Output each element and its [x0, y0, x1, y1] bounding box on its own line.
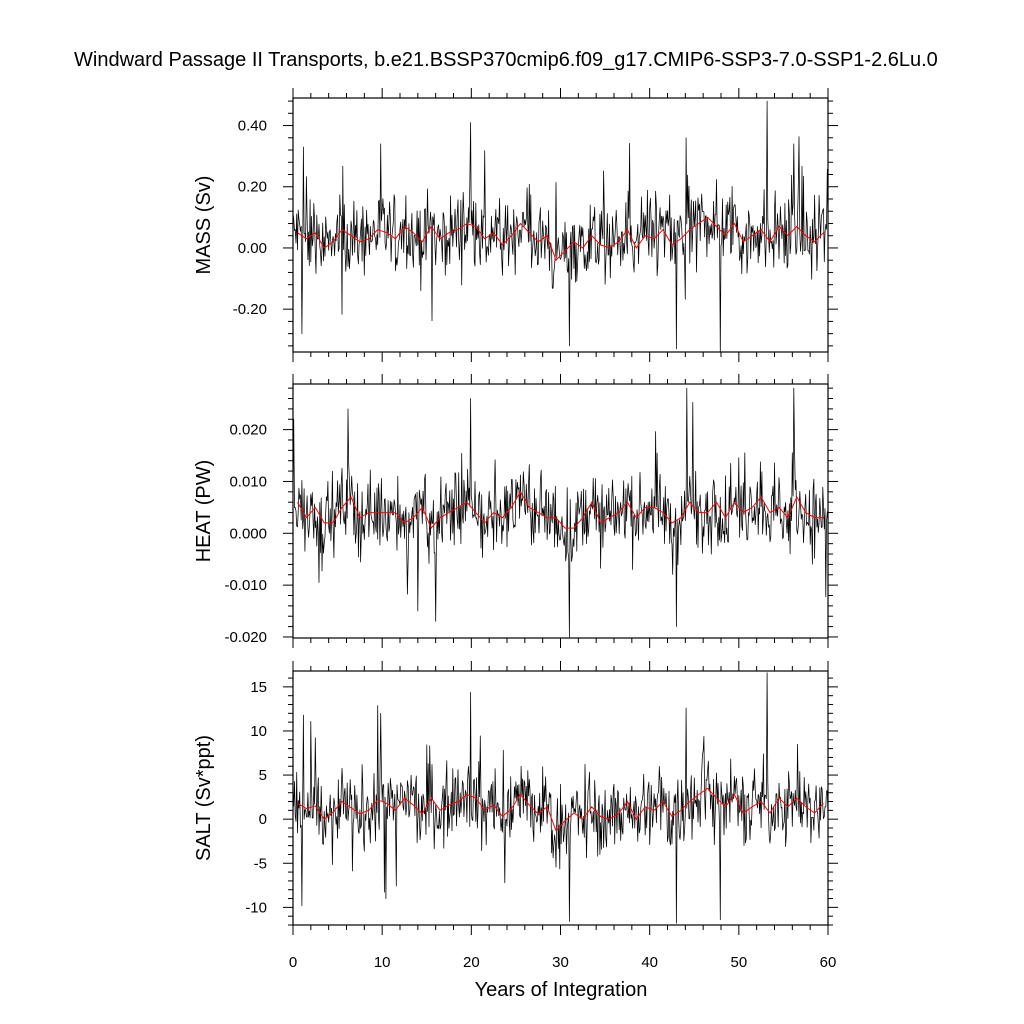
- y-axis-title: MASS (Sv): [193, 176, 215, 275]
- y-tick-label: 15: [250, 679, 267, 696]
- y-tick-label: 0.000: [229, 525, 267, 542]
- x-tick-label: 10: [374, 954, 391, 971]
- monthly-series-line: [293, 387, 828, 638]
- y-tick-label: 5: [259, 767, 267, 784]
- y-tick-label: -5: [254, 855, 267, 872]
- x-tick-label: 20: [463, 954, 480, 971]
- x-tick-label: 60: [820, 954, 837, 971]
- chart-title: Windward Passage II Transports, b.e21.BS…: [74, 49, 938, 71]
- y-tick-label: -0.020: [224, 629, 267, 646]
- y-tick-label: 10: [250, 723, 267, 740]
- y-axis-title: SALT (Sv*ppt): [193, 735, 215, 861]
- y-tick-label: 0.020: [229, 422, 267, 439]
- panel-2: -10 -5 0 5 10 15 SALT (Sv*ppt): [193, 661, 838, 935]
- y-tick-label: 0.00: [238, 240, 267, 257]
- panel-1: -0.020 -0.010 0.000 0.010 0.020 HEAT (PW): [193, 374, 838, 648]
- y-tick-label: 0: [259, 811, 267, 828]
- annual-mean-line: [297, 787, 824, 832]
- annual-mean-line: [297, 216, 824, 262]
- monthly-series-line: [293, 672, 828, 924]
- x-tick-label: 40: [641, 954, 658, 971]
- y-tick-label: 0.010: [229, 473, 267, 490]
- y-tick-label: -10: [245, 899, 267, 916]
- x-axis-title: Years of Integration: [475, 979, 648, 1001]
- x-tick-label: 30: [552, 954, 569, 971]
- y-axis-title: HEAT (PW): [193, 460, 215, 563]
- annual-mean-line: [297, 490, 824, 530]
- y-tick-label: 0.40: [238, 118, 267, 135]
- y-tick-label: -0.20: [233, 301, 267, 318]
- x-tick-label: 50: [730, 954, 747, 971]
- panel-0: -0.20 0.00 0.20 0.40 MASS (Sv): [193, 88, 838, 362]
- plot-frame: [292, 383, 829, 639]
- monthly-series-line: [293, 100, 828, 352]
- y-tick-label: 0.20: [238, 179, 267, 196]
- y-tick-label: -0.010: [224, 577, 267, 594]
- x-tick-label: 0: [289, 954, 297, 971]
